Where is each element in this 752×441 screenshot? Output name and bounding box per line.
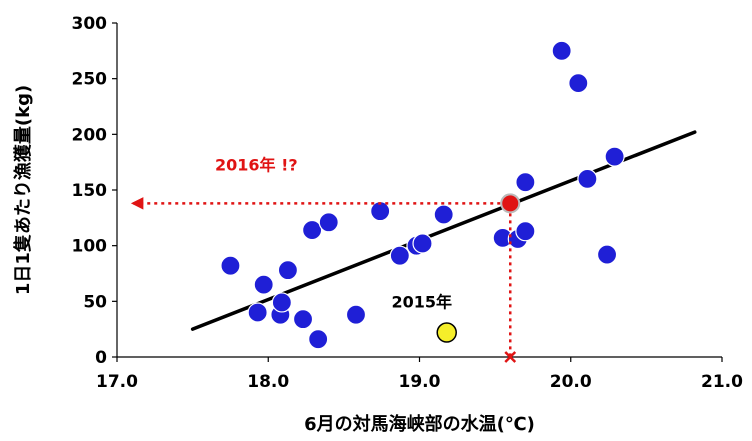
y-tick-label: 250 (72, 70, 108, 90)
y-tick-label: 150 (72, 181, 108, 201)
data-point (551, 40, 572, 61)
highlight-2015-label: 2015年 (391, 293, 452, 312)
x-axis-title: 6月の対馬海峡部の水温(℃) (304, 413, 535, 435)
y-tick-label: 50 (83, 292, 107, 312)
data-point (577, 168, 598, 189)
data-point (515, 221, 536, 242)
data-point (318, 212, 339, 233)
prediction-label: 2016年 !? (215, 155, 298, 174)
y-tick-label: 200 (72, 125, 108, 145)
highlight-2015-point (436, 322, 457, 343)
x-tick-label: 17.0 (96, 372, 138, 392)
data-point (568, 73, 589, 94)
data-point (277, 260, 299, 281)
x-tick-label: 20.0 (550, 372, 592, 392)
data-point (302, 219, 323, 241)
data-point (515, 172, 536, 193)
data-points (220, 40, 625, 350)
x-marker-stroke (504, 351, 517, 363)
data-point (370, 201, 391, 222)
data-point (596, 244, 618, 265)
data-point (292, 309, 314, 330)
data-point (247, 302, 268, 323)
y-tick-label: 100 (72, 237, 108, 257)
data-point (253, 274, 274, 295)
y-axis: 0 50 100 150 200 250 300 (72, 14, 118, 368)
data-point (220, 255, 241, 276)
data-point (604, 146, 625, 167)
data-point (433, 204, 454, 225)
x-tick-label: 18.0 (247, 372, 289, 392)
y-tick-label: 0 (95, 348, 107, 368)
data-point (308, 329, 329, 350)
y-axis-title: 1日1隻あたり漁獲量(kg) (12, 85, 34, 295)
data-point (271, 292, 292, 313)
data-point (389, 245, 410, 266)
x-tick-label: 19.0 (399, 372, 441, 392)
prediction-point (500, 193, 521, 214)
y-tick-label: 300 (72, 14, 108, 34)
data-point (345, 304, 367, 325)
x-tick-label: 21.0 (701, 372, 743, 392)
x-axis: 17.0 18.0 19.0 20.0 21.0 (96, 356, 743, 392)
annotations: 2016年 !? 2015年 (130, 155, 521, 363)
data-point (412, 233, 433, 254)
